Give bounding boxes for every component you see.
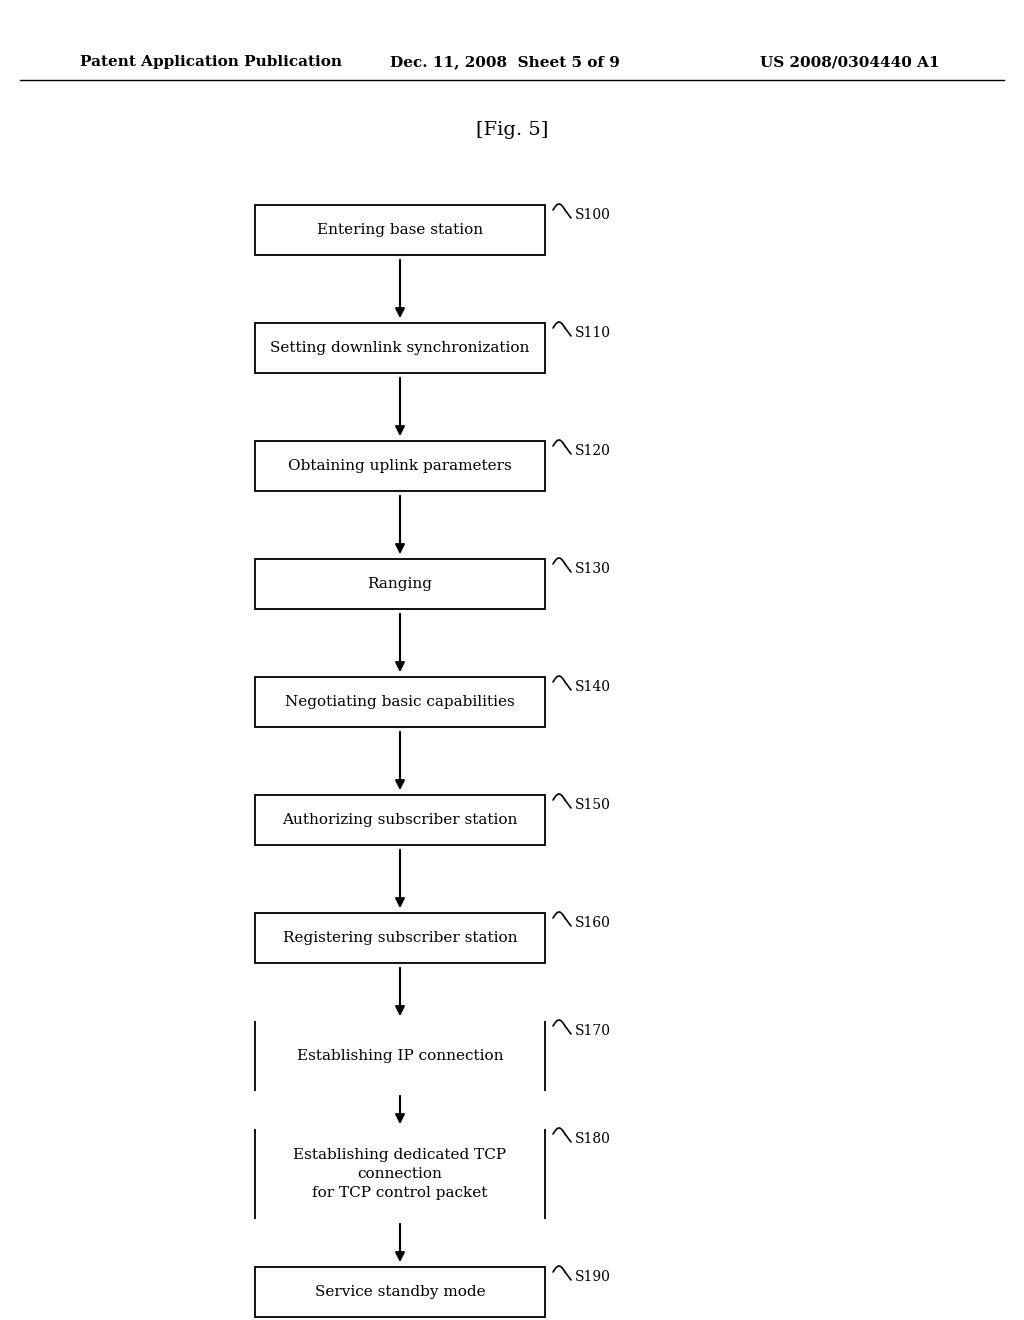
Text: Obtaining uplink parameters: Obtaining uplink parameters [288,459,512,473]
Bar [255,795,545,845]
Text: S180: S180 [575,1133,611,1146]
Text: Dec. 11, 2008  Sheet 5 of 9: Dec. 11, 2008 Sheet 5 of 9 [390,55,620,69]
Text: Patent Application Publication: Patent Application Publication [80,55,342,69]
Text: Setting downlink synchronization: Setting downlink synchronization [270,341,529,355]
Bar [255,441,545,491]
Text: Service standby mode: Service standby mode [314,1284,485,1299]
Bar [255,677,545,727]
Text: Ranging: Ranging [368,577,432,591]
Text: Registering subscriber station: Registering subscriber station [283,931,517,945]
Bar [255,205,545,255]
Text: S160: S160 [575,916,611,931]
Text: Establishing dedicated TCP
connection
for TCP control packet: Establishing dedicated TCP connection fo… [294,1147,507,1200]
Text: [Fig. 5]: [Fig. 5] [476,121,548,139]
Bar [255,558,545,609]
Text: S150: S150 [575,799,611,812]
Text: S110: S110 [575,326,611,341]
Bar [255,323,545,374]
Text: S190: S190 [575,1270,611,1284]
Text: US 2008/0304440 A1: US 2008/0304440 A1 [760,55,940,69]
Text: S130: S130 [575,562,611,576]
Bar [255,1267,545,1317]
Text: Negotiating basic capabilities: Negotiating basic capabilities [285,696,515,709]
Text: Establishing IP connection: Establishing IP connection [297,1049,503,1063]
Text: Entering base station: Entering base station [317,223,483,238]
Text: S100: S100 [575,209,611,222]
Text: S140: S140 [575,680,611,694]
Text: Authorizing subscriber station: Authorizing subscriber station [283,813,518,828]
Bar [255,913,545,964]
Text: S120: S120 [575,444,611,458]
Text: S170: S170 [575,1024,611,1038]
